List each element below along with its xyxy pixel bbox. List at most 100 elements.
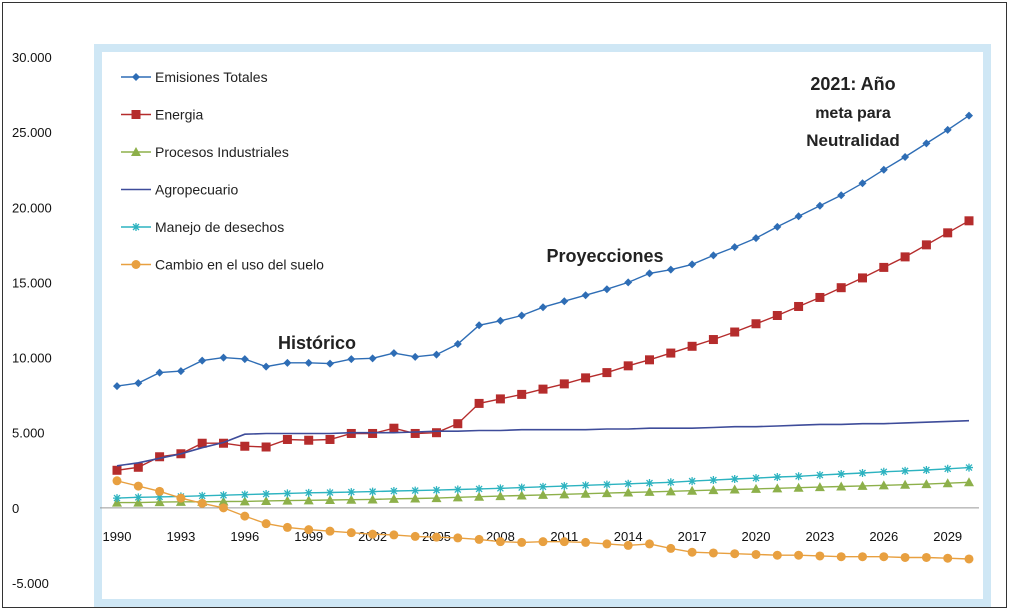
data-point	[793, 482, 804, 492]
data-point	[836, 283, 846, 293]
data-point	[666, 265, 675, 274]
data-point	[815, 471, 824, 480]
data-point	[132, 73, 140, 81]
data-point	[858, 552, 867, 562]
data-point	[112, 497, 122, 507]
data-point	[624, 479, 633, 488]
data-point	[176, 367, 185, 376]
series-layer	[112, 111, 974, 564]
data-point	[581, 373, 591, 383]
data-point	[815, 551, 825, 561]
data-point	[538, 489, 548, 499]
annotation-historico: Histórico	[278, 333, 356, 353]
data-point	[517, 389, 527, 399]
annotation-neutralidad: Neutralidad	[806, 131, 900, 150]
data-point	[943, 228, 953, 238]
data-point	[239, 496, 250, 506]
data-point	[964, 216, 974, 226]
legend-label: Cambio en el uso del suelo	[155, 257, 324, 273]
data-point	[559, 537, 569, 547]
series-2	[112, 477, 974, 507]
data-point	[752, 234, 760, 243]
y-tick-label: 30.000	[12, 50, 52, 65]
data-point	[858, 468, 867, 477]
data-point	[198, 491, 207, 500]
data-point	[581, 481, 590, 490]
data-point	[303, 495, 314, 505]
y-tick-label: 25.000	[12, 125, 52, 140]
x-tick-label: 2020	[742, 529, 771, 544]
data-point	[965, 111, 973, 120]
data-point	[240, 355, 249, 364]
legend-label: Agropecuario	[155, 182, 238, 198]
data-point	[709, 251, 718, 260]
data-point	[475, 484, 484, 493]
data-point	[729, 484, 740, 494]
x-tick-label: 2029	[933, 529, 962, 544]
data-point	[453, 419, 463, 429]
data-point	[388, 493, 399, 503]
data-point	[517, 537, 527, 547]
data-point	[452, 492, 463, 502]
data-point	[623, 540, 633, 550]
data-point	[602, 285, 611, 294]
data-point	[687, 547, 697, 557]
data-point	[772, 483, 783, 493]
data-point	[367, 494, 378, 504]
data-point	[901, 466, 910, 475]
data-point	[453, 340, 462, 349]
data-point	[858, 273, 867, 283]
x-tick-label: 1996	[230, 529, 259, 544]
data-point	[304, 358, 313, 367]
series-3	[116, 419, 970, 467]
x-tick-label: 1993	[166, 529, 195, 544]
data-point	[623, 487, 634, 497]
data-point	[837, 470, 846, 479]
data-point	[133, 481, 143, 491]
annotation-neutralidad: 2021: Año	[810, 74, 895, 94]
data-point	[751, 549, 761, 559]
data-point	[730, 327, 740, 337]
data-point	[538, 537, 548, 547]
data-point	[730, 243, 739, 252]
data-point	[942, 478, 953, 488]
data-point	[666, 543, 676, 553]
data-point	[282, 495, 293, 505]
data-point	[794, 472, 803, 481]
data-point	[560, 482, 569, 491]
data-point	[262, 362, 271, 371]
data-point	[282, 522, 292, 532]
data-point	[878, 480, 889, 490]
data-point	[346, 494, 357, 504]
data-point	[688, 477, 697, 486]
data-point	[602, 368, 612, 378]
y-tick-label: -5.000	[12, 576, 49, 591]
data-point	[602, 539, 612, 549]
data-point	[794, 301, 804, 311]
data-point	[708, 335, 718, 345]
data-point	[410, 493, 421, 503]
x-tick-label: 2023	[805, 529, 834, 544]
data-point	[261, 442, 271, 452]
legend: Emisiones Totales Energia Procesos Industr…	[121, 69, 324, 273]
data-point	[921, 240, 931, 250]
data-point	[516, 490, 527, 500]
data-point	[836, 481, 847, 491]
y-tick-label: 10.000	[12, 351, 52, 366]
data-point	[240, 490, 249, 499]
data-point	[901, 152, 910, 161]
data-point	[857, 480, 868, 490]
data-point	[645, 539, 654, 549]
data-point	[794, 212, 803, 221]
legend-label: Energia	[155, 107, 203, 123]
data-point	[197, 438, 207, 448]
data-point	[687, 341, 697, 351]
data-point	[283, 358, 292, 367]
data-point	[943, 125, 952, 134]
data-point	[709, 476, 718, 485]
data-point	[581, 537, 591, 547]
data-point	[155, 492, 164, 501]
y-tick-label: 5.000	[12, 426, 45, 441]
